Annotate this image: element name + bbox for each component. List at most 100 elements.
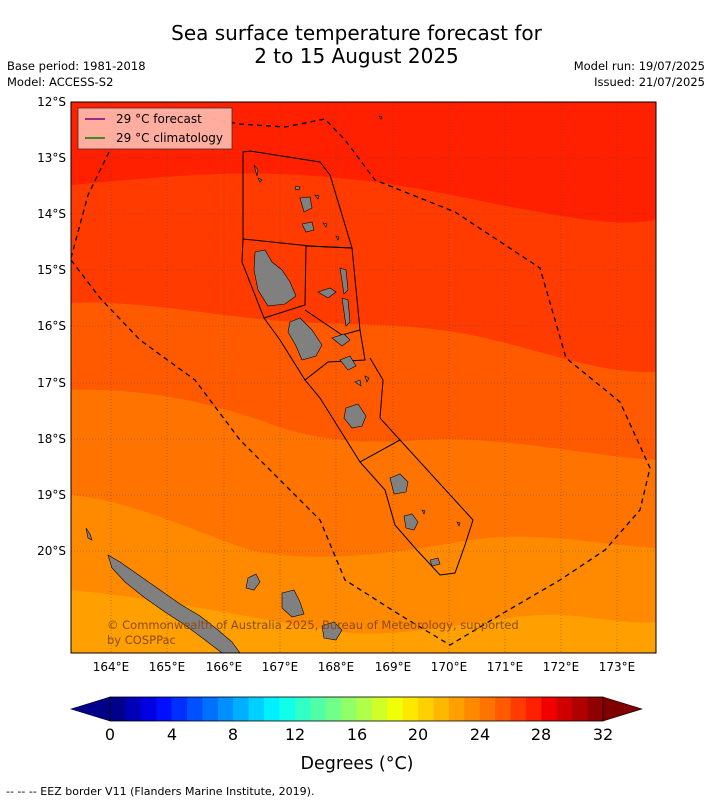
- lat-label: 15°S: [37, 263, 66, 277]
- colorbar-segment: [448, 697, 465, 721]
- title-line-1: Sea surface temperature forecast for: [171, 21, 542, 45]
- model-run: Model run: 19/07/2025: [573, 59, 705, 73]
- lat-label: 13°S: [37, 151, 66, 165]
- colorbar-segment: [510, 697, 527, 721]
- ambae: [317, 287, 337, 299]
- espiritu-santo: [253, 249, 297, 307]
- islet-g: [421, 509, 426, 515]
- colorbar-segment: [572, 697, 588, 721]
- lon-label: 169°E: [375, 660, 412, 674]
- colorbar-segment: [202, 697, 219, 721]
- erromango: [389, 473, 409, 495]
- colorbar-segment: [356, 697, 373, 721]
- colorbar-min-arrow: [69, 696, 111, 722]
- legend-climatology-label: 29 °C climatology: [116, 131, 223, 145]
- vanuatu-islands: [253, 115, 461, 567]
- colorbar-tick: 16: [347, 725, 367, 744]
- colorbar-segment: [171, 697, 188, 721]
- colorbar-segment: [418, 697, 434, 721]
- lon-label: 165°E: [149, 660, 186, 674]
- base-period: Base period: 1981-2018: [7, 59, 146, 73]
- new-caledonia-land: [107, 554, 241, 653]
- colorbar-frame: [109, 696, 604, 722]
- lon-label: 166°E: [206, 660, 243, 674]
- torres-islet-2: [257, 177, 263, 183]
- copyright-line-2: by COSPPac: [107, 633, 176, 647]
- colorbar-segment: [464, 697, 481, 721]
- islet-h: [456, 521, 461, 527]
- colorbar-segment: [279, 697, 296, 721]
- lat-label: 16°S: [37, 319, 66, 333]
- colorbar-segment: [233, 697, 250, 721]
- islet-d: [335, 235, 340, 241]
- map-area: [71, 102, 656, 653]
- colorbar-segment: [495, 697, 511, 721]
- colorbar-segment: [371, 697, 388, 721]
- colorbar-tick: 24: [470, 725, 490, 744]
- aneityum: [429, 557, 441, 567]
- efate: [343, 403, 367, 429]
- loyalty-island-2: [281, 589, 305, 618]
- colorbar-label: Degrees (°C): [301, 754, 414, 774]
- title-line-2: 2 to 15 August 2025: [254, 44, 459, 68]
- meta-left: Base period: 1981-2018 Model: ACCESS-S2: [7, 58, 146, 90]
- lon-labels: 164°E 165°E 166°E 167°E 168°E 169°E 170°…: [93, 660, 636, 674]
- epi: [339, 355, 357, 371]
- colorbar-tick: 4: [167, 725, 177, 744]
- map-legend: 29 °C forecast 29 °C climatology: [77, 107, 233, 150]
- ambrym: [331, 333, 351, 347]
- lon-label: 164°E: [93, 660, 130, 674]
- colorbar-tick: 12: [285, 725, 305, 744]
- colorbar-segment: [294, 697, 311, 721]
- lon-label: 173°E: [599, 660, 636, 674]
- colorbar-segment: [556, 697, 573, 721]
- colorbar-tick: 32: [593, 725, 613, 744]
- islet-f: [364, 375, 370, 383]
- colorbar-segment: [341, 697, 357, 721]
- eez-footer-note: -- -- -- EEZ border V11 (Flanders Marine…: [6, 785, 315, 798]
- lon-label: 167°E: [262, 660, 299, 674]
- colorbar-segment: [140, 697, 157, 721]
- lat-label: 17°S: [37, 376, 66, 390]
- colorbar-segment: [264, 697, 280, 721]
- torres-islet: [253, 164, 259, 177]
- colorbar-segment: [187, 697, 203, 721]
- islet-a: [294, 185, 301, 191]
- lon-label: 168°E: [318, 660, 355, 674]
- colorbar-segment: [110, 697, 126, 721]
- tanna: [403, 513, 419, 531]
- colorbar-segment: [156, 697, 173, 721]
- colorbar-segment: [479, 697, 496, 721]
- loyalty-island-1: [245, 573, 261, 591]
- colorbar-segment: [587, 697, 604, 721]
- pentecost: [339, 267, 349, 295]
- maewo: [341, 297, 351, 327]
- vanuatu-zone-lines: [241, 150, 474, 576]
- copyright-line-1: © Commonwealth of Australia 2025, Bureau…: [107, 618, 519, 632]
- colorbar-segment: [248, 697, 265, 721]
- colorbar-segment: [325, 697, 342, 721]
- colorbar-max-arrow: [602, 696, 644, 722]
- colorbar-segment: [402, 697, 419, 721]
- islet-c: [322, 222, 328, 228]
- colorbar-segment: [217, 697, 234, 721]
- colorbar-segment: [433, 697, 450, 721]
- colorbar-tick: 8: [228, 725, 238, 744]
- legend-forecast-label: 29 °C forecast: [116, 112, 202, 126]
- lat-label: 14°S: [37, 207, 66, 221]
- islet-b: [314, 194, 320, 200]
- issued-date: Issued: 21/07/2025: [594, 75, 705, 89]
- colorbar-segment: [387, 697, 404, 721]
- colorbar-segment: [310, 697, 327, 721]
- lat-label: 18°S: [37, 432, 66, 446]
- banks-islet-2: [301, 221, 315, 233]
- islet-e: [354, 379, 362, 387]
- lat-labels: 12°S 13°S 14°S 15°S 16°S 17°S 18°S 19°S …: [37, 95, 66, 558]
- lat-label: 20°S: [37, 544, 66, 558]
- lat-label: 12°S: [37, 95, 66, 109]
- lon-label: 172°E: [543, 660, 580, 674]
- meta-right: Model run: 19/07/2025 Issued: 21/07/2025: [574, 58, 705, 90]
- colorbar: 0 4 8 12 16 20 24 28 32 Degrees (°C): [69, 696, 644, 774]
- colorbar-segment: [525, 697, 542, 721]
